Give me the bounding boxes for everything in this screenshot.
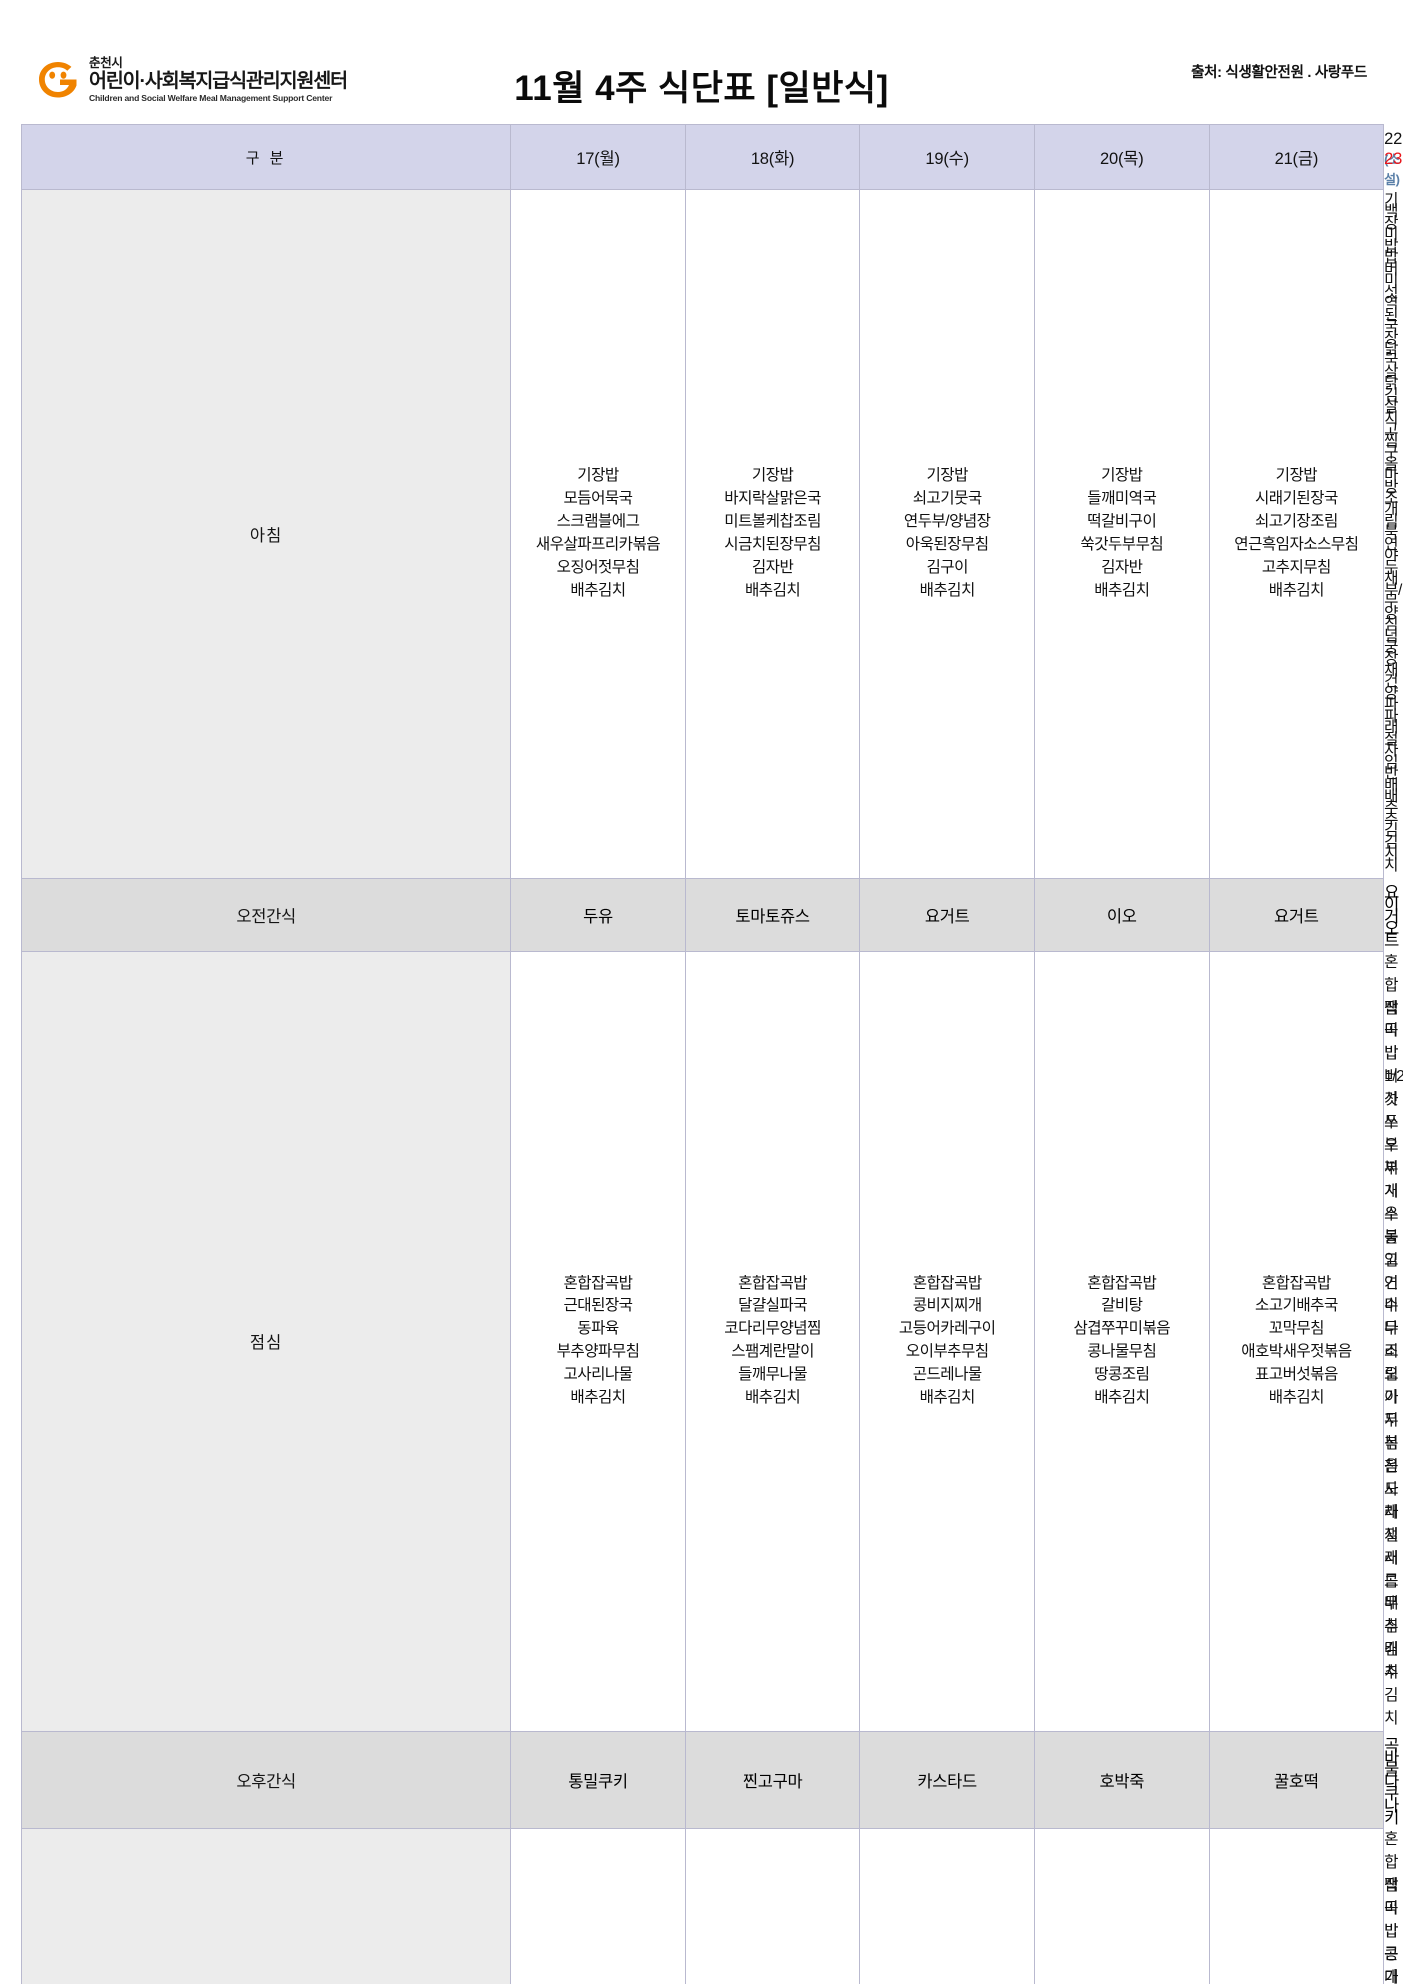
table-row-afternoon-snack: 오후간식 통밀쿠키 찐고구마 카스타드 호박죽 꿀호떡 바나나 곡물쿠키	[22, 1732, 1384, 1829]
cell-dinner-3: 혼합잡곡밥청국장찌개꽁치김치찜감자채볶음얼갈이나물된장무침배추김치	[1034, 1829, 1209, 1984]
menu-table-container: 구 분 17(월) 18(화) 19(수) 20(목) 21(금) 22(토)(…	[21, 124, 1383, 1984]
cell-afternoon-snack-4: 꿀호떡	[1209, 1732, 1384, 1829]
column-header-day-0: 17(월)	[511, 125, 686, 190]
column-header-day-3: 20(목)	[1034, 125, 1209, 190]
day-date-5: 22(토)	[1384, 130, 1403, 148]
day-date-0: 17(월)	[576, 150, 620, 168]
row-label-morning-snack: 오전간식	[22, 878, 511, 951]
source-credit: 출처: 식생활안전원 . 사랑푸드	[1191, 61, 1367, 82]
cell-morning-snack-4: 요거트	[1209, 878, 1384, 951]
cell-afternoon-snack-2: 카스타드	[860, 1732, 1035, 1829]
cell-dinner-4: 혼합잡곡밥동태찌개치즈달걀말이베이컨팽이버섯볶음돌나물사과무침배추김치	[1209, 1829, 1384, 1984]
day-date-1: 18(화)	[751, 150, 795, 168]
table-header: 구 분 17(월) 18(화) 19(수) 20(목) 21(금) 22(토)(…	[22, 125, 1384, 190]
cell-dinner-0: 혼합잡곡밥황태무채국적어구이마늘종맛살볶음숙주나물배추김치	[511, 1829, 686, 1984]
row-label-lunch: 점심	[22, 951, 511, 1731]
day-date-4: 21(금)	[1275, 150, 1319, 168]
day-date-2: 19(수)	[925, 150, 969, 168]
cell-morning-snack-3: 이오	[1034, 878, 1209, 951]
column-header-day-1: 18(화)	[685, 125, 860, 190]
cell-afternoon-snack-1: 찐고구마	[685, 1732, 860, 1829]
column-header-category: 구 분	[22, 125, 511, 190]
column-header-day-4: 21(금)	[1209, 125, 1384, 190]
header-row: 구 분 17(월) 18(화) 19(수) 20(목) 21(금) 22(토)(…	[22, 125, 1384, 190]
cell-afternoon-snack-3: 호박죽	[1034, 1732, 1209, 1829]
day-date-3: 20(목)	[1100, 150, 1144, 168]
column-header-day-2: 19(수)	[860, 125, 1035, 190]
cell-morning-snack-0: 두유	[511, 878, 686, 951]
weekly-menu-table: 구 분 17(월) 18(화) 19(수) 20(목) 21(금) 22(토)(…	[21, 124, 1384, 1984]
meal-plan-page: 춘천시 어린이·사회복지급식관리지원센터 Children and Social…	[0, 0, 1403, 992]
page-header: 춘천시 어린이·사회복지급식관리지원센터 Children and Social…	[0, 0, 1403, 112]
cell-dinner-2: 혼합잡곡밥시금치된장국닭다리간장조림새송이버섯채볶음가지나물배추김치	[860, 1829, 1035, 1984]
row-label-breakfast: 아침	[22, 190, 511, 879]
cell-morning-snack-1: 토마토쥬스	[685, 878, 860, 951]
row-label-dinner: 저녁	[22, 1829, 511, 1984]
cell-dinner-1: 혼합잡곡밥감자양파국돈채피망볶음청포묵김무침청경채나물배추김치	[685, 1829, 860, 1984]
day-date-6: 23(일)	[1384, 150, 1403, 168]
cell-morning-snack-2: 요거트	[860, 878, 1035, 951]
row-label-afternoon-snack: 오후간식	[22, 1732, 511, 1829]
cell-afternoon-snack-0: 통밀쿠키	[511, 1732, 686, 1829]
table-row-dinner: 저녁 혼합잡곡밥황태무채국적어구이마늘종맛살볶음숙주나물배추김치 혼합잡곡밥감자…	[22, 1829, 1384, 1984]
table-row-morning-snack: 오전간식 두유 토마토쥬스 요거트 이오 요거트 이오 요거트	[22, 878, 1384, 951]
